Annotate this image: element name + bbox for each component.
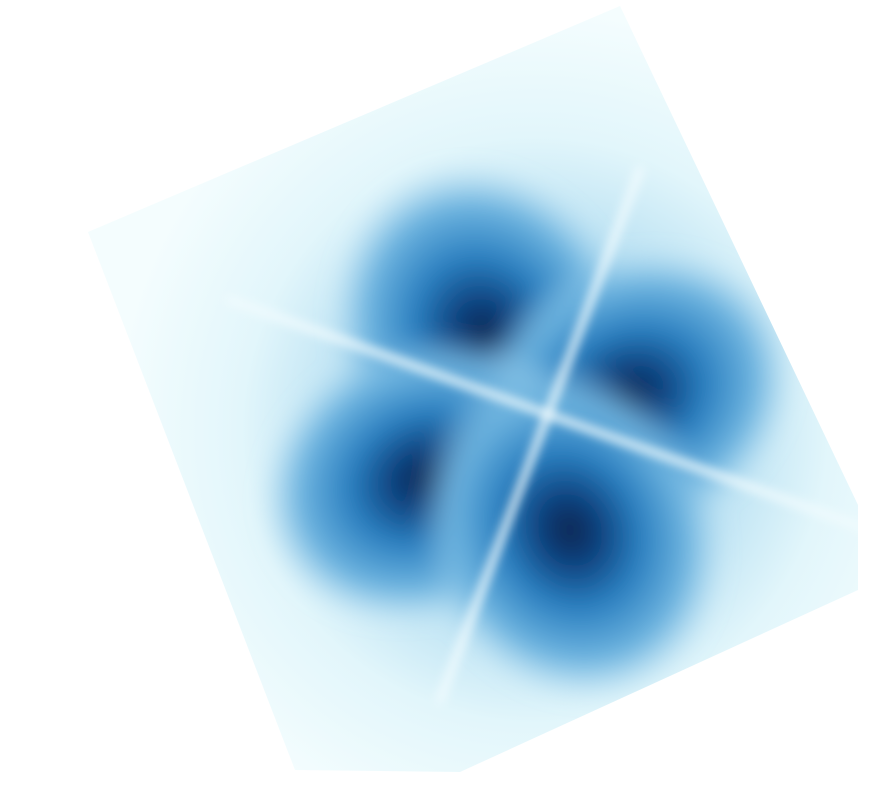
lobe bbox=[415, 359, 725, 701]
nodal-line bbox=[436, 166, 644, 704]
nodal-lines bbox=[226, 166, 858, 704]
